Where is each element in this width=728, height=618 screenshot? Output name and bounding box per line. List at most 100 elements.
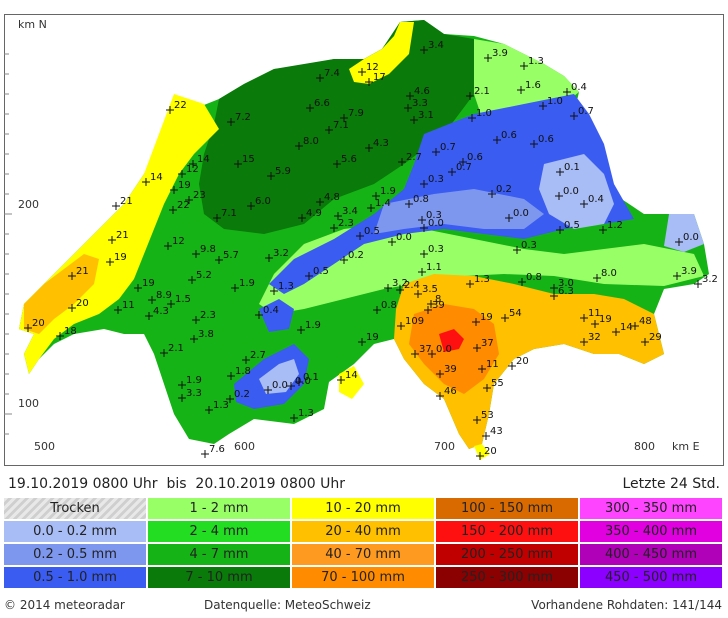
station-reading: 7.1 xyxy=(325,120,349,134)
station-value: 2.3 xyxy=(200,310,216,321)
station-value: 12 xyxy=(186,164,199,175)
legend-label: Trocken xyxy=(50,501,100,516)
station-value: 0.1 xyxy=(564,162,580,173)
station-reading: 1.9 xyxy=(231,278,255,292)
station-reading: 8.0 xyxy=(593,268,617,282)
station-reading: 46 xyxy=(436,386,457,400)
station-value: 1.6 xyxy=(525,80,541,91)
station-reading: 1.0 xyxy=(539,96,563,110)
station-reading: 0.2 xyxy=(226,389,250,403)
area-lightblue-east xyxy=(539,154,614,229)
legend-cell: 100 - 150 mm xyxy=(436,498,579,520)
station-reading: 11 xyxy=(580,308,601,322)
legend-cell: 0.5 - 1.0 mm xyxy=(4,567,147,589)
station-value: 1.8 xyxy=(235,366,251,377)
legend-cell: 40 - 70 mm xyxy=(292,544,435,566)
station-value: 29 xyxy=(649,332,662,343)
station-value: 0.3 xyxy=(426,210,442,221)
station-value: 7.1 xyxy=(221,208,237,219)
station-reading: 0.1 xyxy=(295,372,319,386)
station-reading: 0.6 xyxy=(493,130,517,144)
station-value: 1.3 xyxy=(298,408,314,419)
station-reading: 21 xyxy=(108,230,129,244)
station-value: 0.2 xyxy=(234,389,250,400)
area-light-green-band xyxy=(259,224,704,314)
station-value: 3.0 xyxy=(558,278,574,289)
station-value: 32 xyxy=(588,332,601,343)
station-reading: 0.7 xyxy=(432,142,456,156)
station-reading: 1.3 xyxy=(290,408,314,422)
station-value: 21 xyxy=(76,266,89,277)
station-reading: 0.8 xyxy=(373,300,397,314)
station-reading: 0.8 xyxy=(405,194,429,208)
station-value: 0.8 xyxy=(526,272,542,283)
station-value: 0.6 xyxy=(501,130,517,141)
station-value: 19 xyxy=(142,278,155,289)
station-value: 1.9 xyxy=(380,186,396,197)
station-reading: 0.4 xyxy=(255,305,279,319)
station-value: 3.4 xyxy=(342,206,358,217)
legend-cell: 350 - 400 mm xyxy=(580,521,723,543)
station-reading: 2.4 xyxy=(396,280,420,294)
station-value: 9.8 xyxy=(200,244,216,255)
station-value: 48 xyxy=(639,316,652,327)
station-value: 11 xyxy=(122,300,135,311)
station-value: 19 xyxy=(178,180,191,191)
legend-label: 0.5 - 1.0 mm xyxy=(33,570,117,585)
station-value: 21 xyxy=(120,196,133,207)
station-value: 0.5 xyxy=(364,226,380,237)
station-value: 5.2 xyxy=(196,270,212,281)
legend-label: 150 - 200 mm xyxy=(460,524,554,539)
station-reading: 1.3 xyxy=(520,56,544,70)
station-value: 20 xyxy=(76,298,89,309)
station-value: 37 xyxy=(419,344,432,355)
station-value: 19 xyxy=(599,314,612,325)
station-reading: 32 xyxy=(580,332,601,346)
station-value: 0.3 xyxy=(428,244,444,255)
station-value: 55 xyxy=(491,378,504,389)
legend-cell: 200 - 250 mm xyxy=(436,544,579,566)
legend-cell: 1 - 2 mm xyxy=(148,498,291,520)
station-value: 0.4 xyxy=(263,305,279,316)
legend-label: 0.2 - 0.5 mm xyxy=(33,547,117,562)
area-dark-green-north xyxy=(199,20,494,234)
legend-label: 300 - 350 mm xyxy=(604,501,698,516)
station-reading: 3.3 xyxy=(404,98,428,112)
y-tick-200: 200 xyxy=(18,198,39,211)
station-reading: 2.3 xyxy=(192,310,216,324)
station-reading: 1.9 xyxy=(297,320,321,334)
area-orange-west xyxy=(24,254,99,334)
axis-east-label: km E xyxy=(672,440,700,453)
station-value: 19 xyxy=(480,312,493,323)
station-value: 4.3 xyxy=(153,306,169,317)
station-value: 5.7 xyxy=(223,250,239,261)
station-reading: 0.0 xyxy=(675,232,699,246)
station-reading: 0.0 xyxy=(428,344,452,358)
station-reading: 39 xyxy=(424,300,445,314)
station-reading: 37 xyxy=(473,338,494,352)
station-value: 54 xyxy=(509,308,522,319)
station-value: 7.2 xyxy=(235,112,251,123)
station-reading: 14 xyxy=(612,322,633,336)
station-value: 0.2 xyxy=(348,250,364,261)
legend-cell: 20 - 40 mm xyxy=(292,521,435,543)
station-value: 8.9 xyxy=(156,290,172,301)
station-reading: 8.9 xyxy=(148,290,172,304)
station-reading: 7.6 xyxy=(201,444,225,458)
station-reading: 0.5 xyxy=(556,220,580,234)
station-value: 37 xyxy=(481,338,494,349)
station-value: 18 xyxy=(64,326,77,337)
station-reading: 0.0 xyxy=(420,218,444,232)
station-reading: 4.6 xyxy=(406,86,430,100)
station-reading: 4.8 xyxy=(316,192,340,206)
station-reading: 12 xyxy=(164,236,185,250)
legend-label: 2 - 4 mm xyxy=(189,524,249,539)
x-tick-500: 500 xyxy=(34,440,55,453)
station-reading: 1.4 xyxy=(367,198,391,212)
station-value: 0.7 xyxy=(578,106,594,117)
station-reading: 3.9 xyxy=(673,266,697,280)
station-reading: 3.1 xyxy=(410,110,434,124)
station-value: 0.2 xyxy=(496,184,512,195)
station-reading: 54 xyxy=(501,308,522,322)
